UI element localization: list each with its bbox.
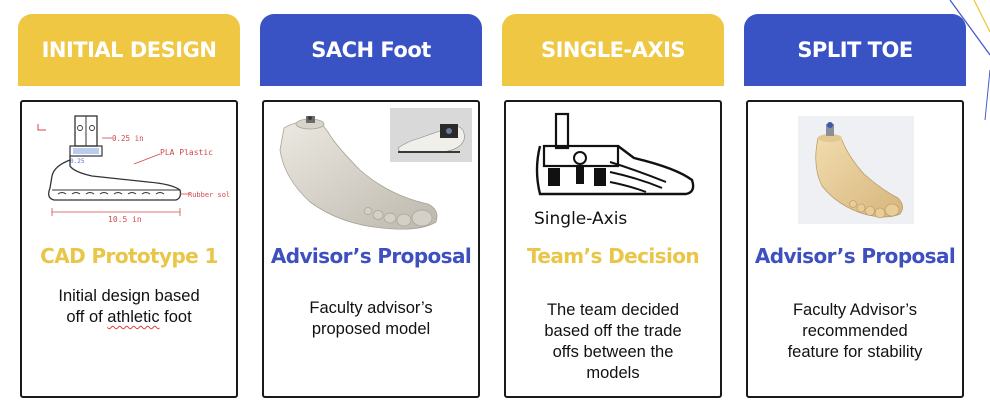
column-sach-foot: SACH Foot [260, 14, 482, 406]
description-line: The team decided [546, 301, 680, 319]
column-split-toe: SPLIT TOE Advisor’s Proposal Faculty Adv… [744, 14, 966, 406]
description-line: proposed model [311, 320, 431, 338]
description-line: feature for stability [787, 343, 923, 361]
column-initial-design: INITIAL DESIGN 0.25 in 0.25 PLA Plastic [18, 14, 240, 406]
card-split-toe: Advisor’s Proposal Faculty Advisor’s rec… [746, 100, 964, 398]
header-initial-design: INITIAL DESIGN [18, 14, 240, 86]
description-initial-design: Initial design based off of athletic foo… [34, 286, 224, 328]
subtitle-team-decision: Team’s Decision [527, 244, 700, 268]
spellcheck-flagged-word: athletic [107, 308, 160, 326]
card-sach-foot: Advisor’s Proposal Faculty advisor’s pro… [262, 100, 480, 398]
subtitle-advisor-proposal-split: Advisor’s Proposal [754, 244, 956, 268]
description-line: models [586, 364, 640, 382]
corner-decoration [949, 0, 990, 120]
description-line: based off the trade [544, 322, 682, 340]
split-toe-image [798, 116, 914, 224]
single-axis-image: Single-Axis [534, 112, 695, 229]
description-line: recommended [802, 322, 908, 340]
sketch-sole: Rubber sole [188, 191, 230, 199]
sketch-length: 10.5 in [108, 215, 142, 224]
description-line: Initial design based [58, 287, 200, 305]
description-line: off of athletic foot [66, 308, 192, 326]
sketch-material: PLA Plastic [160, 148, 213, 157]
column-single-axis: SINGLE-AXIS Single-Axis Team’s Decision … [502, 14, 724, 406]
description-line: offs between the [552, 343, 674, 361]
header-single-axis: SINGLE-AXIS [502, 14, 724, 86]
description-split-toe: Faculty Advisor’s recommended feature fo… [760, 300, 950, 363]
card-initial-design: 0.25 in 0.25 PLA Plastic Rubber sole 10.… [20, 100, 238, 398]
subtitle-cad-prototype: CAD Prototype 1 [40, 244, 218, 268]
sketch-dim-top: 0.25 in [112, 134, 144, 143]
description-line: Faculty Advisor’s [792, 301, 918, 319]
subtitle-advisor-proposal-sach: Advisor’s Proposal [270, 244, 472, 268]
description-line: Faculty advisor’s [309, 299, 433, 317]
sketch-dim-small: 0.25 [70, 158, 85, 165]
header-sach-foot: SACH Foot [260, 14, 482, 86]
card-single-axis: Single-Axis Team’s Decision The team dec… [504, 100, 722, 398]
sach-foot-image [279, 108, 472, 230]
description-single-axis: The team decided based off the trade off… [518, 300, 708, 384]
single-axis-caption: Single-Axis [534, 209, 627, 229]
description-sach-foot: Faculty advisor’s proposed model [276, 298, 466, 340]
cad-sketch-image: 0.25 in 0.25 PLA Plastic Rubber sole 10.… [37, 115, 230, 224]
header-split-toe: SPLIT TOE [744, 14, 966, 86]
